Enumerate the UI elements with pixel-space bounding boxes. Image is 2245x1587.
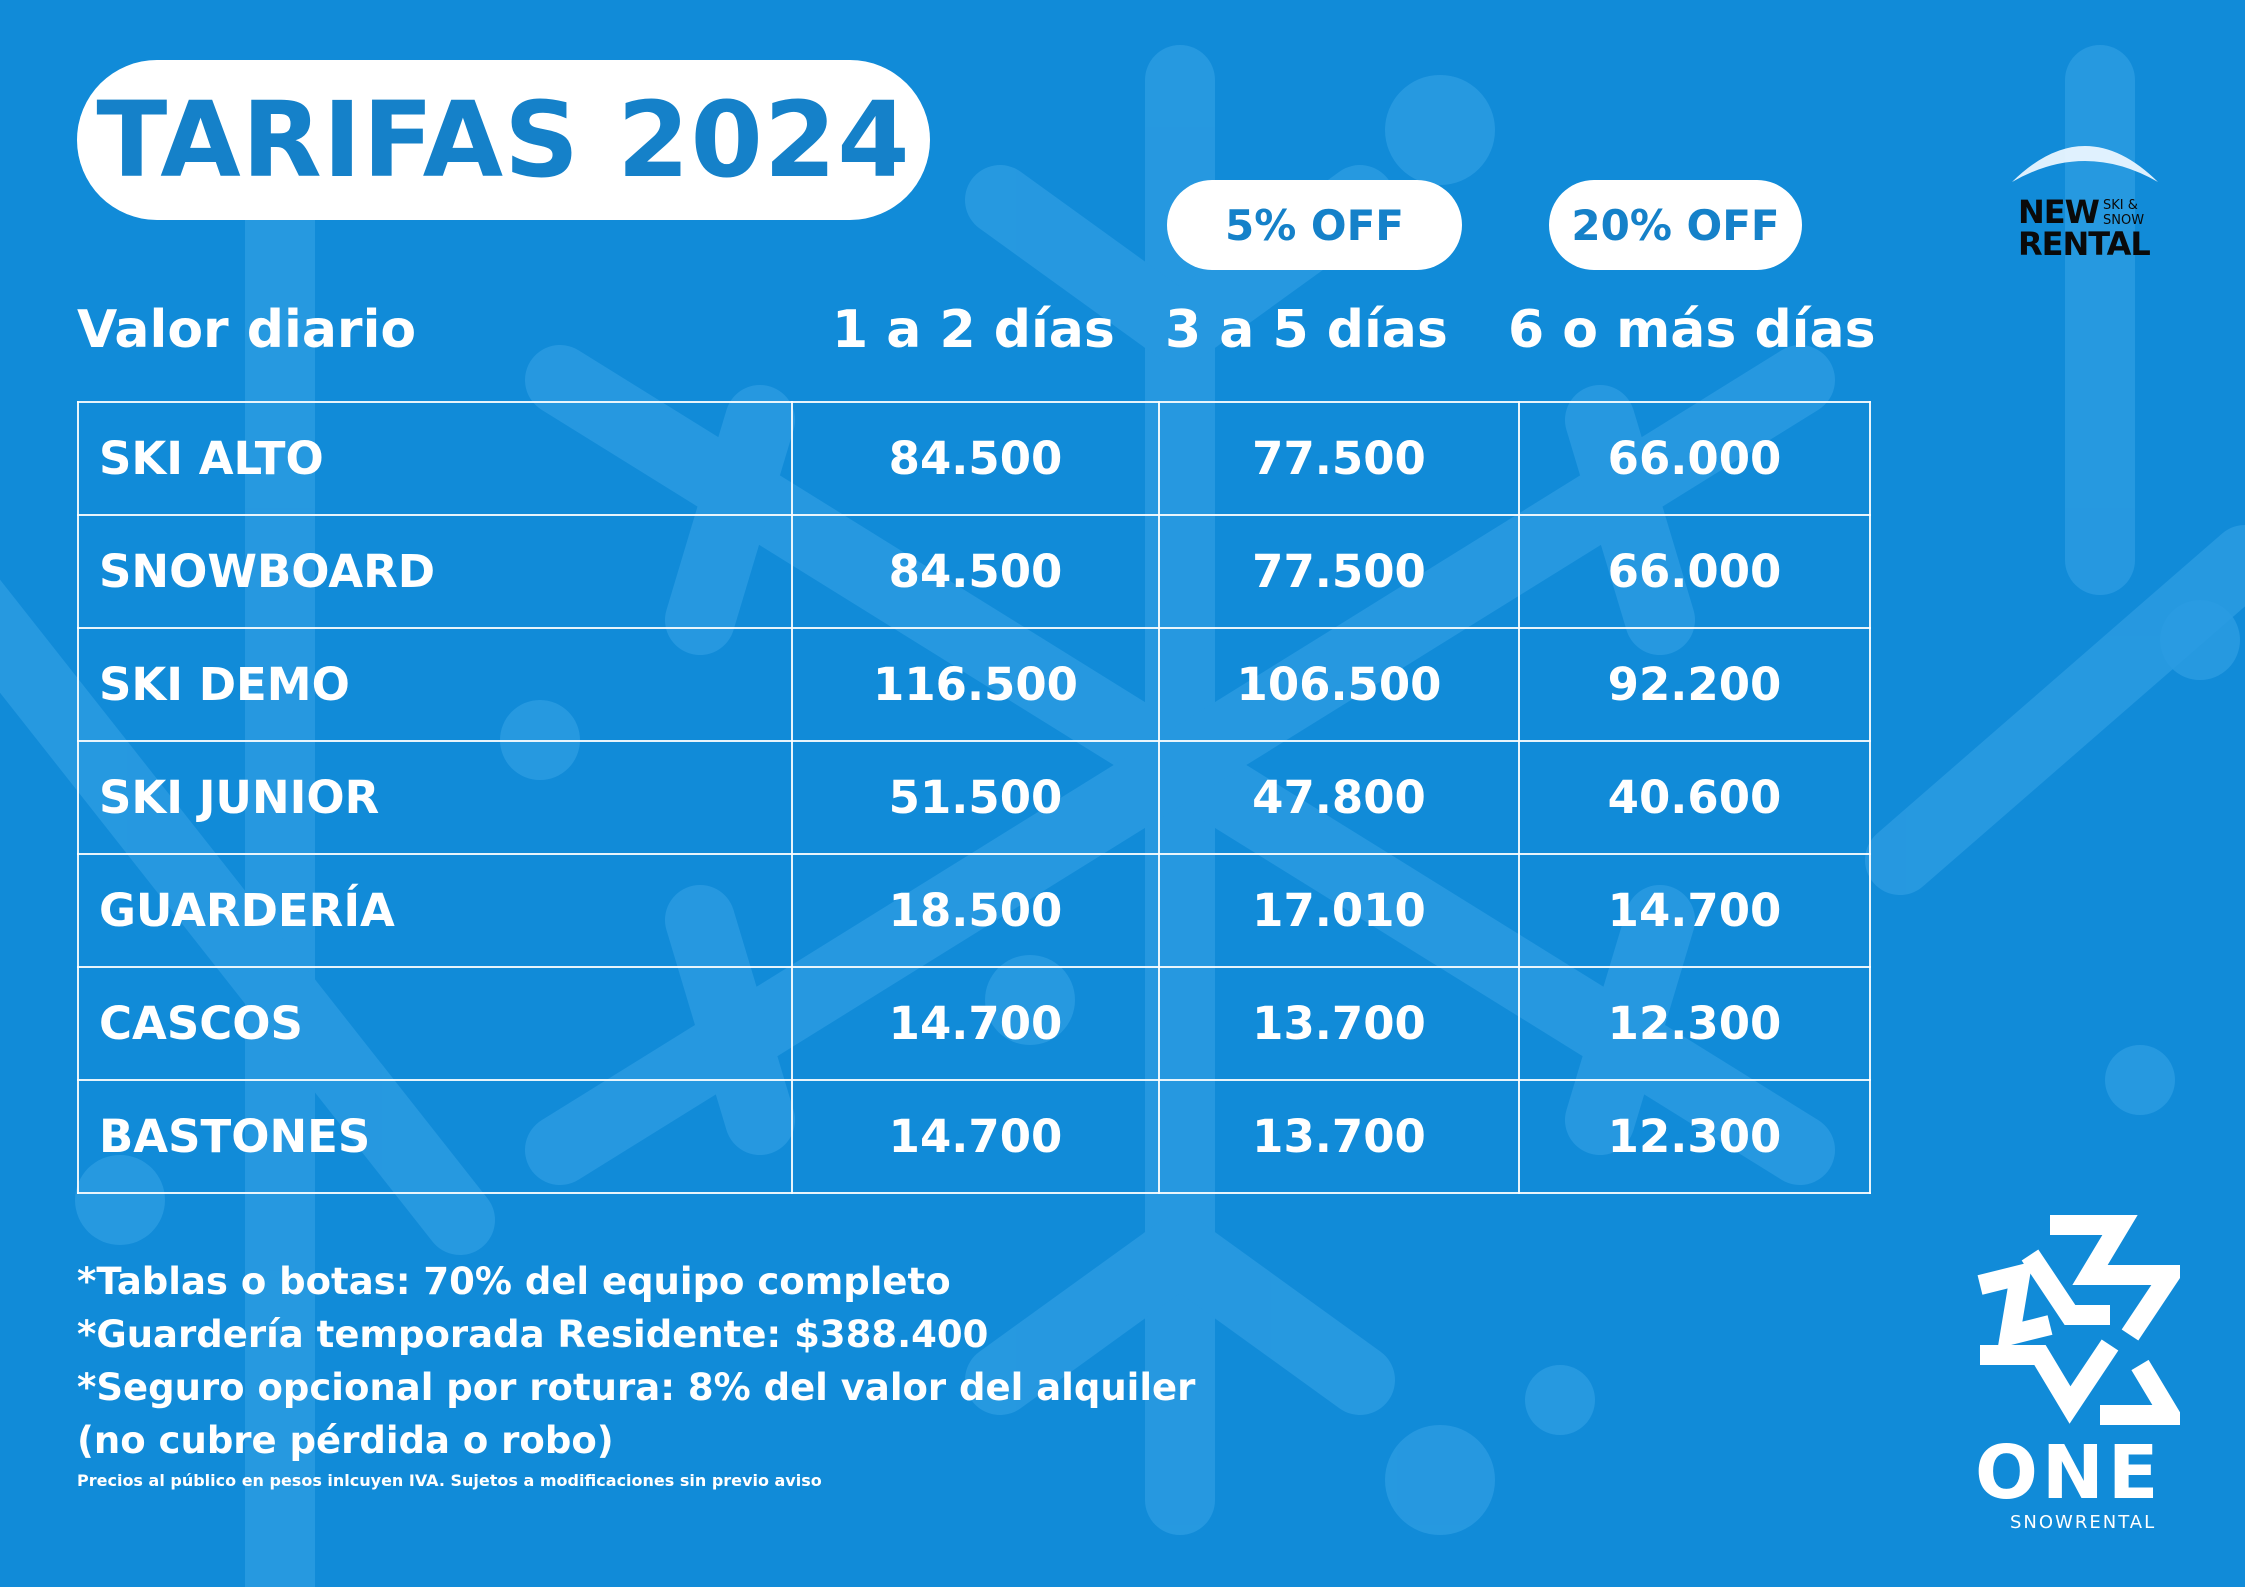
note-line: *Tablas o botas: 70% del equipo completo xyxy=(77,1260,951,1303)
price-3-5-days: 77.500 xyxy=(1158,514,1520,629)
price-3-5-days: 13.700 xyxy=(1158,966,1520,1081)
new-rental-logo-text: NEW RENTAL xyxy=(2018,193,2151,263)
one-logo-subtext: SNOWRENTAL xyxy=(2010,1512,2157,1533)
header-6-plus-days: 6 o más días xyxy=(1508,300,1876,360)
one-snowrental-star-icon xyxy=(1977,1215,2180,1425)
header-daily-value: Valor diario xyxy=(77,300,417,360)
price-6-plus-days: 40.600 xyxy=(1518,740,1871,855)
item-name: BASTONES xyxy=(77,1079,793,1194)
note-line: *Seguro opcional por rotura: 8% del valo… xyxy=(77,1366,1196,1409)
page-title: TARIFAS 2024 xyxy=(96,79,911,201)
one-logo-text: ONE xyxy=(1975,1430,2163,1516)
notes-block: *Tablas o botas: 70% del equipo completo… xyxy=(77,1255,1195,1467)
price-3-5-days: 47.800 xyxy=(1158,740,1520,855)
price-3-5-days: 13.700 xyxy=(1158,1079,1520,1194)
price-1-2-days: 84.500 xyxy=(791,514,1160,629)
item-name: GUARDERÍA xyxy=(77,853,793,968)
new-rental-logo-subtext: SKI & SNOW xyxy=(2103,198,2145,228)
price-3-5-days: 77.500 xyxy=(1158,401,1520,516)
table-row: GUARDERÍA 18.500 17.010 14.700 xyxy=(77,853,1871,968)
table-row: CASCOS 14.700 13.700 12.300 xyxy=(77,966,1871,1081)
price-1-2-days: 18.500 xyxy=(791,853,1160,968)
price-3-5-days: 106.500 xyxy=(1158,627,1520,742)
price-1-2-days: 84.500 xyxy=(791,401,1160,516)
price-1-2-days: 116.500 xyxy=(791,627,1160,742)
price-1-2-days: 14.700 xyxy=(791,966,1160,1081)
header-1-2-days: 1 a 2 días xyxy=(832,300,1115,360)
price-1-2-days: 14.700 xyxy=(791,1079,1160,1194)
item-name: SNOWBOARD xyxy=(77,514,793,629)
price-3-5-days: 17.010 xyxy=(1158,853,1520,968)
price-1-2-days: 51.500 xyxy=(791,740,1160,855)
price-6-plus-days: 66.000 xyxy=(1518,514,1871,629)
item-name: SKI DEMO xyxy=(77,627,793,742)
item-name: SKI JUNIOR xyxy=(77,740,793,855)
note-line: *Guardería temporada Residente: $388.400 xyxy=(77,1313,989,1356)
fine-print: Precios al público en pesos inlcuyen IVA… xyxy=(77,1471,822,1490)
price-6-plus-days: 92.200 xyxy=(1518,627,1871,742)
table-row: SKI ALTO 84.500 77.500 66.000 xyxy=(77,401,1871,516)
table-row: SNOWBOARD 84.500 77.500 66.000 xyxy=(77,514,1871,629)
price-6-plus-days: 12.300 xyxy=(1518,966,1871,1081)
item-name: SKI ALTO xyxy=(77,401,793,516)
table-row: BASTONES 14.700 13.700 12.300 xyxy=(77,1079,1871,1194)
header-3-5-days: 3 a 5 días xyxy=(1165,300,1448,360)
table-row: SKI JUNIOR 51.500 47.800 40.600 xyxy=(77,740,1871,855)
note-line: (no cubre pérdida o robo) xyxy=(77,1419,614,1462)
discount-badge-3-5-days: 5% OFF xyxy=(1167,180,1462,270)
price-table: SKI ALTO 84.500 77.500 66.000 SNOWBOARD … xyxy=(77,401,1871,1194)
new-rental-logo-arc-icon xyxy=(2012,146,2158,182)
price-6-plus-days: 12.300 xyxy=(1518,1079,1871,1194)
price-6-plus-days: 66.000 xyxy=(1518,401,1871,516)
discount-badge-6-plus-days: 20% OFF xyxy=(1549,180,1802,270)
new-rental-logo: NEW RENTAL SKI & SNOW xyxy=(2018,193,2151,263)
title-pill: TARIFAS 2024 xyxy=(77,60,930,220)
item-name: CASCOS xyxy=(77,966,793,1081)
price-6-plus-days: 14.700 xyxy=(1518,853,1871,968)
table-row: SKI DEMO 116.500 106.500 92.200 xyxy=(77,627,1871,742)
